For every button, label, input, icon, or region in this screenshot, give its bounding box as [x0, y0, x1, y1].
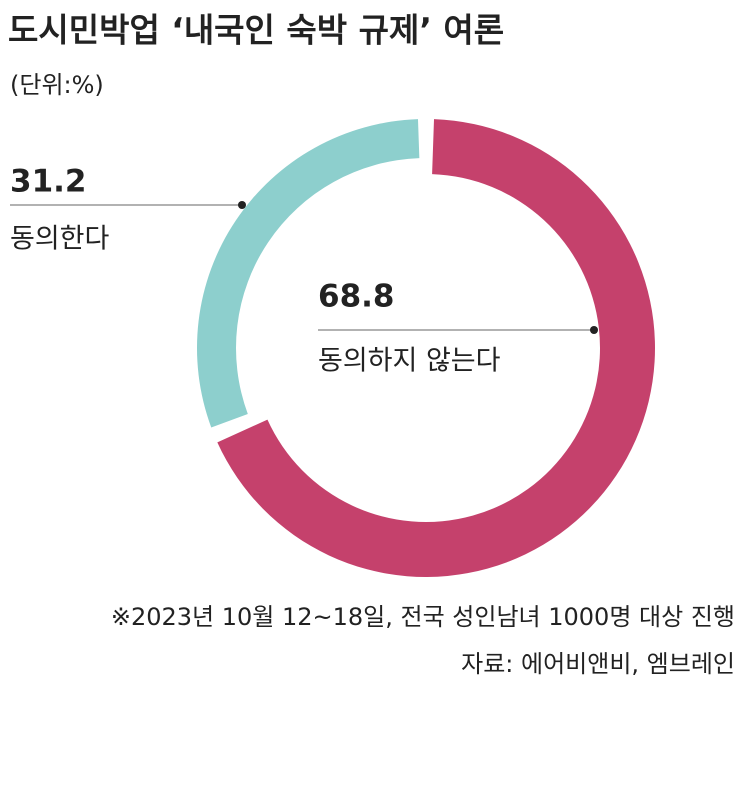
value-label: 68.8 [318, 279, 395, 315]
chart-subtitle: (단위:%) [10, 71, 104, 99]
leader-dot [590, 326, 598, 334]
footnote: ※2023년 10월 12~18일, 전국 성인남녀 1000명 대상 진행 [111, 603, 735, 631]
value-label: 31.2 [10, 164, 87, 200]
leader-dot [238, 201, 246, 209]
source: 자료: 에어비앤비, 엠브레인 [461, 650, 735, 678]
category-label: 동의하지 않는다 [318, 346, 501, 377]
donut-slice [197, 119, 420, 428]
chart-title: 도시민박업 ‘내국인 숙박 규제’ 여론 [8, 11, 504, 50]
category-label: 동의한다 [10, 224, 110, 255]
